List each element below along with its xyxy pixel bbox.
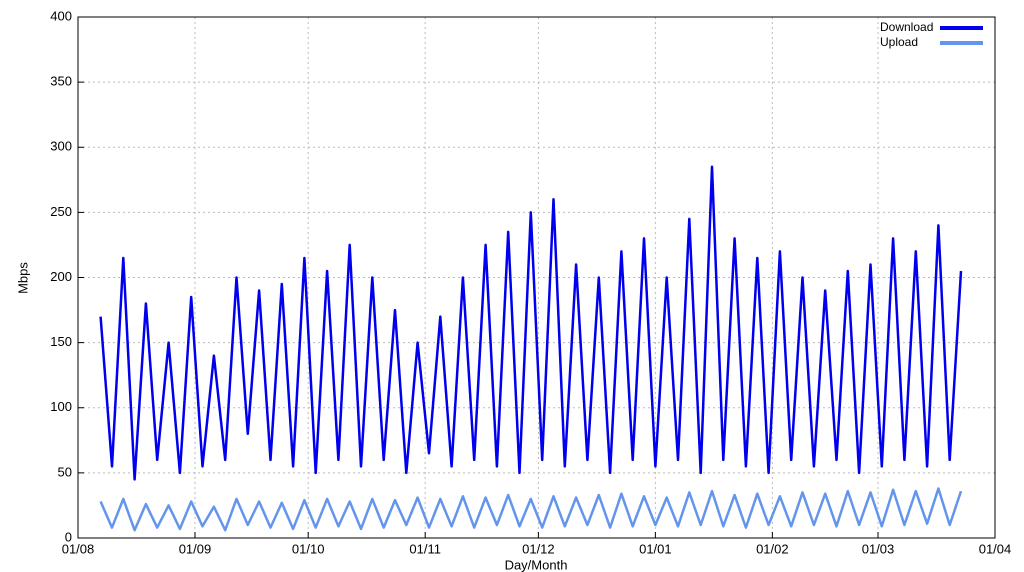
series-line: [99, 487, 963, 532]
y-tick-label: 50: [58, 464, 72, 479]
y-tick-label: 0: [65, 529, 72, 544]
x-tick-label: 01/09: [179, 541, 212, 556]
y-tick-label: 300: [50, 139, 72, 154]
series-line: [99, 165, 963, 481]
x-tick-label: 01/03: [862, 541, 895, 556]
plot-frame: [77, 16, 996, 539]
legend-label: Download: [880, 20, 933, 34]
x-tick-label: 01/12: [522, 541, 555, 556]
x-tick-label: 01/01: [639, 541, 672, 556]
x-tick-label: 01/04: [979, 541, 1012, 556]
y-tick-label: 250: [50, 204, 72, 219]
y-tick-label: 350: [50, 74, 72, 89]
x-tick-label: 01/10: [292, 541, 325, 556]
x-tick-label: 01/11: [409, 541, 441, 556]
y-tick-label: 150: [50, 334, 72, 349]
y-tick-label: 400: [50, 8, 72, 23]
y-tick-label: 100: [50, 399, 72, 414]
y-axis-label: Mbps: [15, 262, 30, 294]
legend-label: Upload: [880, 35, 918, 49]
x-tick-label: 01/08: [62, 541, 95, 556]
x-axis-label: Day/Month: [505, 557, 568, 572]
y-tick-label: 200: [50, 269, 72, 284]
x-tick-label: 01/02: [756, 541, 789, 556]
